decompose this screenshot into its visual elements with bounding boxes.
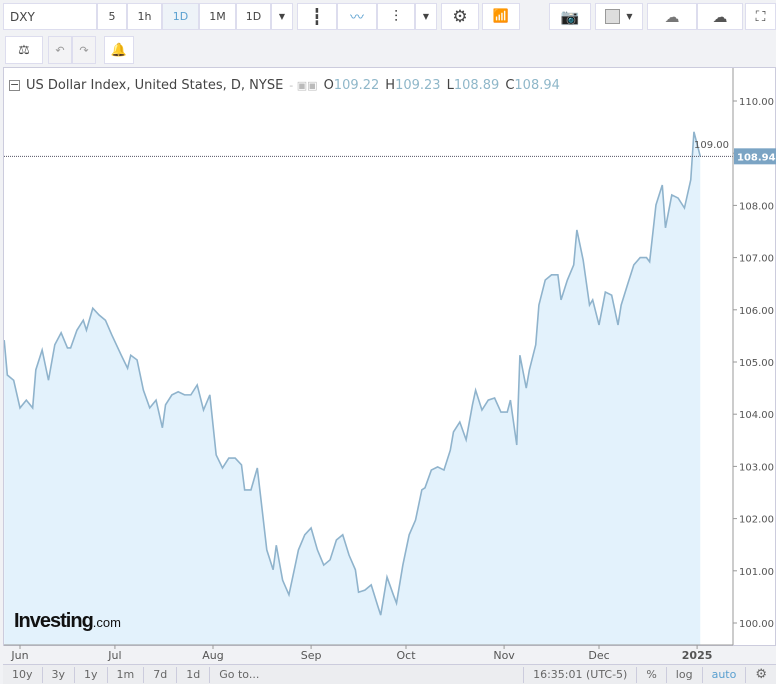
y-tick-label: 107.00 bbox=[739, 254, 774, 265]
fullscreen-button[interactable]: ⛶ bbox=[745, 3, 776, 30]
bars-icon: ⫶ bbox=[393, 6, 398, 26]
y-tick-label: 104.00 bbox=[739, 410, 774, 421]
alert-add-icon: 🔔 bbox=[110, 42, 128, 58]
settings-button[interactable]: ⚙ bbox=[746, 667, 776, 683]
range-10y[interactable]: 10y bbox=[3, 666, 43, 683]
range-1y[interactable]: 1y bbox=[75, 666, 108, 683]
collapse-icon[interactable]: − bbox=[9, 78, 20, 91]
interval-custom[interactable]: 1D bbox=[236, 3, 271, 30]
goto-button[interactable]: Go to... bbox=[219, 668, 260, 681]
bottom-toolbar: 10y 3y 1y 1m 7d 1d Go to... 16:35:01 (UT… bbox=[3, 664, 776, 684]
interval-5[interactable]: 5 bbox=[97, 3, 127, 30]
candles-button[interactable]: ┇ bbox=[297, 3, 337, 30]
y-tick-label: 102.00 bbox=[739, 515, 774, 526]
snapshot-button[interactable]: 📷 bbox=[549, 3, 591, 30]
price-area bbox=[4, 131, 701, 645]
indicators-button[interactable]: 📶 bbox=[482, 3, 520, 30]
load-button[interactable]: ☁ bbox=[647, 3, 697, 30]
redo-button[interactable]: ↷ bbox=[72, 36, 96, 64]
auto-toggle[interactable]: auto bbox=[703, 666, 747, 683]
y-tick-label: 101.00 bbox=[739, 567, 774, 578]
range-3y[interactable]: 3y bbox=[43, 666, 76, 683]
cloud-upload-icon: ☁ bbox=[712, 7, 728, 26]
investing-logo: Investing.com bbox=[14, 610, 121, 632]
gear-icon: ⚙ bbox=[755, 667, 767, 682]
undo-button[interactable]: ↶ bbox=[48, 36, 72, 64]
x-tick-label: Sep bbox=[300, 649, 322, 662]
y-tick-label: 109.00 bbox=[694, 140, 729, 151]
last-price-label: 108.94 bbox=[737, 152, 776, 163]
x-tick-label: Aug bbox=[202, 649, 224, 662]
add-alert-button[interactable]: 🔔 bbox=[104, 36, 134, 64]
percent-toggle[interactable]: % bbox=[637, 666, 667, 683]
color-swatch-icon bbox=[605, 9, 621, 24]
range-1d[interactable]: 1d bbox=[177, 666, 211, 683]
x-tick-label: Oct bbox=[396, 649, 416, 662]
interval-1d[interactable]: 1D bbox=[162, 3, 199, 30]
y-tick-label: 106.00 bbox=[739, 306, 774, 317]
camera-icon: 📷 bbox=[560, 7, 580, 26]
settings-button[interactable]: ⚙ bbox=[441, 3, 479, 30]
high-value: H109.23 bbox=[385, 78, 441, 93]
range-1m[interactable]: 1m bbox=[108, 666, 145, 683]
interval-1m[interactable]: 1M bbox=[199, 3, 236, 30]
undo-icon: ↶ bbox=[55, 43, 65, 57]
candles-icon: ┇ bbox=[312, 7, 322, 26]
close-value: C108.94 bbox=[505, 78, 560, 93]
redo-icon: ↷ bbox=[79, 43, 89, 57]
chart-legend: − US Dollar Index, United States, D, NYS… bbox=[9, 78, 560, 93]
x-tick-label: Nov bbox=[493, 649, 515, 662]
line-chart-button[interactable]: 〰 bbox=[337, 3, 377, 30]
symbol-input[interactable]: DXY bbox=[3, 3, 97, 30]
bars-button[interactable]: ⫶ bbox=[377, 3, 415, 30]
caret-down-icon: ▼ bbox=[422, 12, 430, 21]
log-toggle[interactable]: log bbox=[667, 666, 703, 683]
x-tick-label: Dec bbox=[588, 649, 610, 662]
legend-icons[interactable]: - ▣▣ bbox=[289, 79, 318, 92]
y-tick-label: 110.00 bbox=[739, 97, 774, 108]
interval-1h[interactable]: 1h bbox=[127, 3, 162, 30]
x-tick-label: 2025 bbox=[681, 649, 713, 662]
gear-icon: ⚙ bbox=[452, 6, 468, 27]
compare-button[interactable]: ⚖ bbox=[5, 36, 43, 64]
caret-down-icon: ▼ bbox=[278, 12, 286, 21]
fullscreen-icon: ⛶ bbox=[755, 8, 766, 25]
save-button[interactable]: ☁ bbox=[697, 3, 743, 30]
range-7d[interactable]: 7d bbox=[144, 666, 178, 683]
interval-dropdown[interactable]: ▼ bbox=[271, 3, 293, 30]
y-tick-label: 100.00 bbox=[739, 619, 774, 630]
indicators-icon: 📶 bbox=[492, 9, 510, 24]
color-button[interactable]: ▼ bbox=[595, 3, 643, 30]
y-tick-label: 103.00 bbox=[739, 462, 774, 473]
compare-scale-icon: ⚖ bbox=[18, 42, 30, 58]
y-tick-label: 105.00 bbox=[739, 358, 774, 369]
x-tick-label: Jul bbox=[108, 649, 122, 662]
clock: 16:35:01 (UTC-5) bbox=[523, 666, 638, 683]
line-chart-icon: 〰 bbox=[350, 9, 364, 26]
last-price-badge bbox=[734, 148, 776, 165]
cloud-download-icon: ☁ bbox=[664, 7, 680, 26]
chart-type-dropdown[interactable]: ▼ bbox=[415, 3, 437, 30]
low-value: L108.89 bbox=[446, 78, 500, 93]
open-value: O109.22 bbox=[323, 78, 380, 93]
x-tick-label: Jun bbox=[11, 649, 29, 662]
price-line bbox=[4, 131, 702, 616]
y-tick-label: 108.00 bbox=[739, 201, 774, 212]
legend-title: US Dollar Index, United States, D, NYSE bbox=[26, 78, 284, 93]
caret-down-icon: ▼ bbox=[626, 12, 633, 21]
